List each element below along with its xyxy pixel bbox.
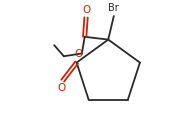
Text: Br: Br — [108, 3, 119, 13]
Text: O: O — [57, 83, 65, 93]
Text: O: O — [82, 5, 90, 15]
Text: O: O — [74, 49, 83, 59]
